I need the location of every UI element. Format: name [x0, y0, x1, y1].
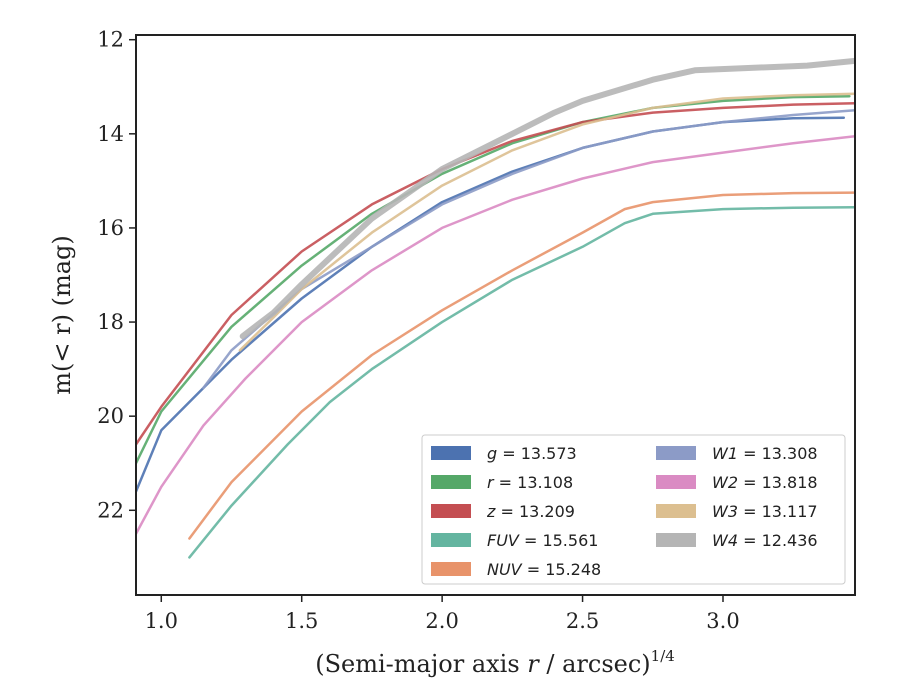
legend-entry: z = 13.209	[486, 502, 575, 521]
series-line-z	[136, 101, 855, 446]
legend-swatch	[431, 446, 471, 460]
legend-swatch	[656, 533, 696, 547]
legend-box	[421, 434, 846, 585]
x-axis-label-exponent: 1/4	[651, 647, 675, 665]
series-line-r	[136, 94, 851, 465]
x-tick-label: 2.5	[566, 609, 599, 633]
series-line-nuv	[188, 191, 855, 540]
legend-entry: W1 = 13.308	[712, 444, 818, 463]
series-line-w1	[202, 109, 855, 390]
legend-swatch	[431, 533, 471, 547]
y-tick-label: 12	[97, 28, 124, 52]
series-line-w2	[136, 134, 855, 536]
legend-entry: FUV = 15.561	[487, 531, 598, 550]
y-tick-label: 20	[97, 404, 124, 428]
legend-swatch	[431, 504, 471, 518]
y-tick-label: 22	[97, 498, 124, 522]
x-axis-label-tail: / arcsec)	[539, 650, 651, 678]
x-axis-ticks: 1.0 1.5 2.0 2.5 3.0	[145, 595, 740, 633]
legend-swatch	[656, 504, 696, 518]
x-axis-label-var: r	[527, 650, 540, 678]
x-tick-label: 1.0	[145, 609, 178, 633]
legend-entry: NUV = 15.248	[487, 560, 601, 579]
x-tick-label: 3.0	[706, 609, 739, 633]
y-tick-label: 18	[97, 310, 124, 334]
legend-swatch	[431, 475, 471, 489]
y-tick-label: 16	[97, 216, 124, 240]
series-line-w4	[239, 57, 855, 340]
series-line-fuv	[188, 205, 855, 559]
plot-frame	[135, 34, 856, 596]
y-tick-label: 14	[97, 122, 124, 146]
legend-entry: g = 13.573	[487, 444, 577, 463]
y-axis-label: m(< r) (mag)	[48, 235, 76, 394]
legend: g = 13.573 r = 13.108 z = 13.209 FUV = 15.5…	[421, 434, 846, 585]
legend-entry: W3 = 13.117	[712, 502, 818, 521]
legend-entry: W2 = 13.818	[712, 473, 818, 492]
y-axis-ticks: 12 14 16 18 20 22	[97, 28, 136, 522]
legend-entry: W4 = 12.436	[712, 531, 818, 550]
series-lines	[136, 57, 855, 559]
series-line-w3	[238, 92, 855, 352]
x-axis-label-text: (Semi-major axis	[315, 650, 527, 678]
legend-entry: r = 13.108	[487, 473, 573, 492]
x-axis-label: (Semi-major axis r / arcsec)1/4	[315, 647, 675, 678]
legend-swatch	[656, 446, 696, 460]
legend-swatch	[656, 475, 696, 489]
x-tick-label: 1.5	[285, 609, 318, 633]
x-tick-label: 2.0	[425, 609, 458, 633]
legend-swatch	[431, 562, 471, 576]
